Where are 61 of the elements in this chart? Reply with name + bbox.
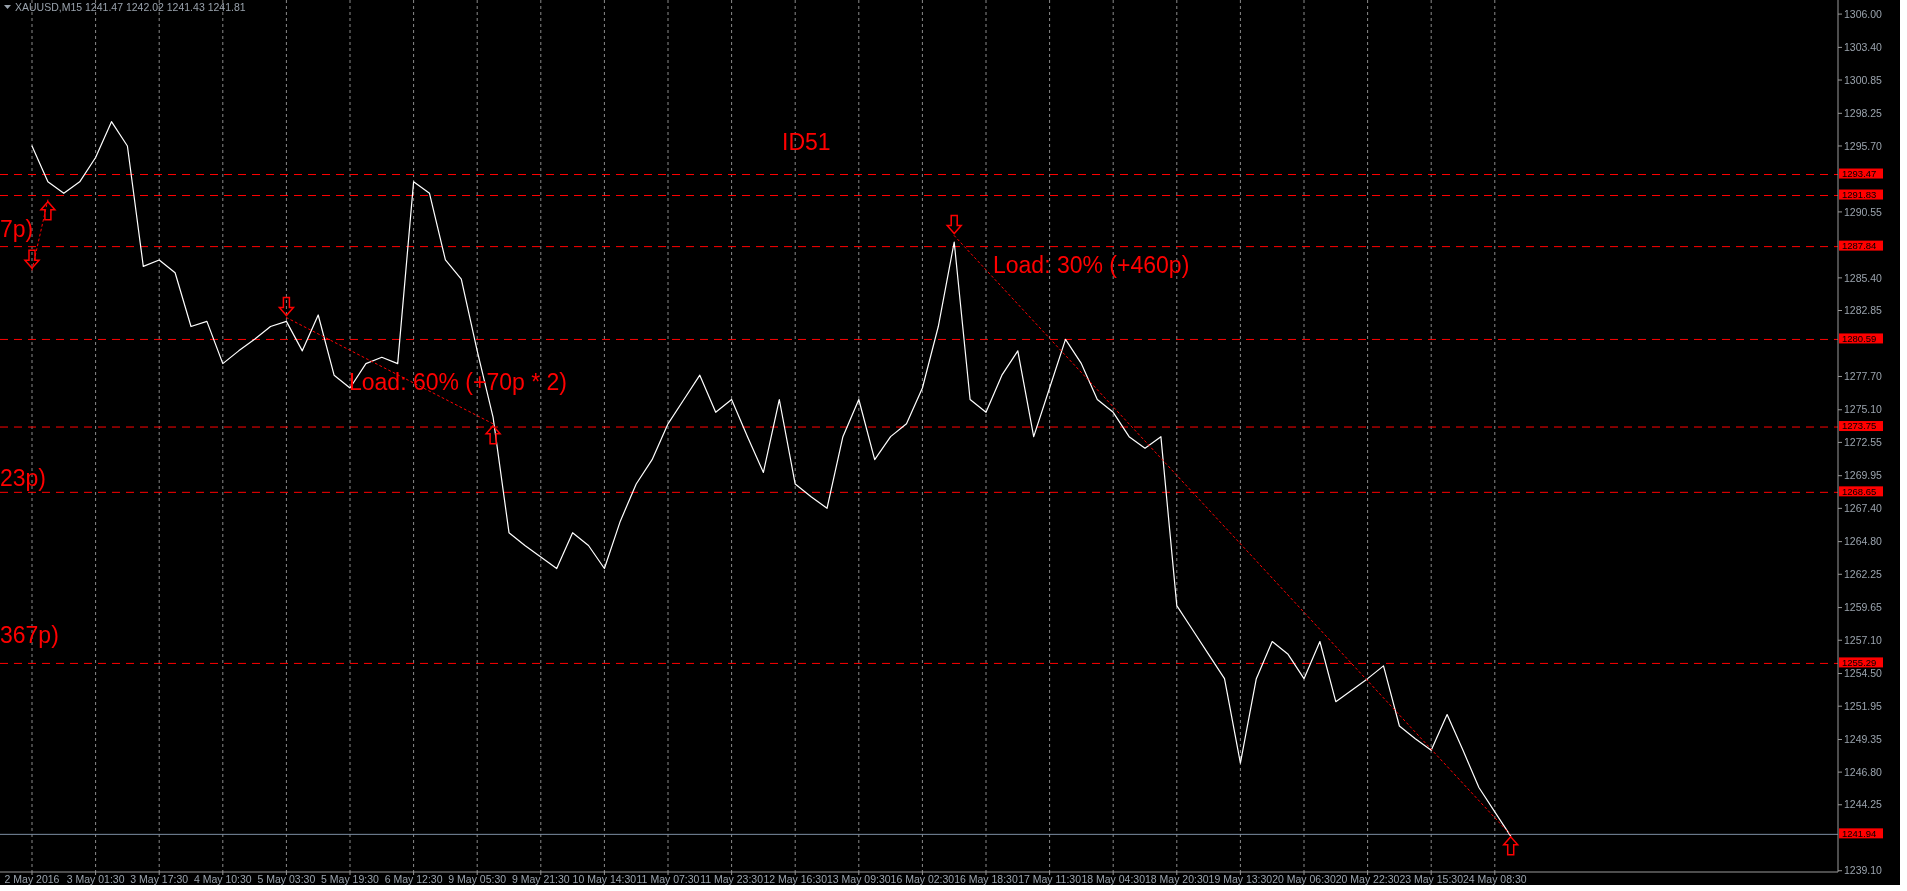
y-tick-label: 1244.25 <box>1844 798 1883 811</box>
x-tick-label: 20 May 22:30 <box>1335 873 1400 885</box>
x-tick-label: 5 May 19:30 <box>321 873 380 885</box>
y-tick-label: 1285.40 <box>1844 271 1883 284</box>
ref-line-label: 1268.65 <box>1842 485 1877 497</box>
y-tick-label: 1254.50 <box>1844 667 1883 680</box>
y-tick-label: 1272.55 <box>1844 436 1883 449</box>
y-tick-label: 1282.85 <box>1844 304 1883 317</box>
y-tick-label: 1277.70 <box>1844 370 1883 383</box>
y-tick-label: 1257.10 <box>1844 633 1883 646</box>
x-tick-label: 3 May 17:30 <box>130 873 189 885</box>
y-tick-label: 1303.40 <box>1844 41 1883 54</box>
x-tick-label: 17 May 11:30 <box>1018 873 1082 885</box>
x-tick-label: 24 May 08:30 <box>1462 873 1527 885</box>
ref-line-label: 1291.83 <box>1842 188 1877 200</box>
annotation: 23p) <box>0 465 47 491</box>
x-tick-label: 12 May 16:30 <box>763 873 828 885</box>
annotation: ID51 <box>782 129 831 155</box>
ref-line-label: 1273.75 <box>1842 420 1877 432</box>
y-tick-label: 1298.25 <box>1844 107 1883 119</box>
x-tick-label: 9 May 05:30 <box>448 873 507 885</box>
y-tick-label: 1262.25 <box>1844 567 1883 580</box>
ref-line-label: 1280.59 <box>1842 332 1877 344</box>
x-tick-label: 23 May 15:30 <box>1399 873 1464 885</box>
y-tick-label: 1264.80 <box>1844 535 1883 548</box>
y-tick-label: 1295.70 <box>1844 139 1883 152</box>
x-tick-label: 16 May 18:30 <box>954 873 1018 885</box>
annotation: 7p) <box>0 216 34 242</box>
x-tick-label: 9 May 21:30 <box>511 873 570 885</box>
ref-line-label: 1287.84 <box>1842 239 1877 251</box>
x-tick-label: 2 May 2016 <box>4 873 60 885</box>
y-tick-label: 1251.95 <box>1844 699 1883 712</box>
y-tick-label: 1246.80 <box>1844 765 1883 778</box>
y-tick-label: 1269.95 <box>1844 469 1883 482</box>
y-tick-label: 1290.55 <box>1844 205 1883 218</box>
y-tick-label: 1249.35 <box>1844 733 1883 746</box>
y-tick-label: 1300.85 <box>1844 73 1883 86</box>
y-tick-label: 1267.40 <box>1844 502 1883 515</box>
x-tick-label: 16 May 02:30 <box>890 873 955 885</box>
ref-line-label: 1293.47 <box>1842 167 1877 179</box>
y-tick-label: 1275.10 <box>1844 403 1883 416</box>
y-tick-label: 1259.65 <box>1844 601 1883 614</box>
ref-line-label: 1241.94 <box>1842 827 1877 839</box>
y-tick-label: 1306.00 <box>1844 7 1883 20</box>
x-tick-label: 11 May 23:30 <box>700 873 764 885</box>
annotation: Load: 30% (+460p) <box>993 252 1190 278</box>
x-tick-label: 13 May 09:30 <box>826 873 891 885</box>
annotation: 367p) <box>0 622 59 648</box>
x-tick-label: 18 May 20:30 <box>1144 873 1209 885</box>
x-tick-label: 19 May 13:30 <box>1208 873 1273 885</box>
x-tick-label: 3 May 01:30 <box>66 873 125 885</box>
x-tick-label: 18 May 04:30 <box>1081 873 1146 885</box>
y-tick-label: 1239.10 <box>1844 864 1883 877</box>
x-tick-label: 4 May 10:30 <box>193 873 252 885</box>
x-tick-label: 5 May 03:30 <box>257 873 316 885</box>
ref-line-label: 1255.29 <box>1842 656 1877 668</box>
x-tick-label: 6 May 12:30 <box>384 873 443 885</box>
x-tick-label: 10 May 14:30 <box>572 873 637 885</box>
chart-title: XAUUSD,M15 1241.47 1242.02 1241.43 1241.81 <box>15 1 246 13</box>
x-tick-label: 11 May 07:30 <box>636 873 700 885</box>
x-tick-label: 20 May 06:30 <box>1272 873 1336 885</box>
